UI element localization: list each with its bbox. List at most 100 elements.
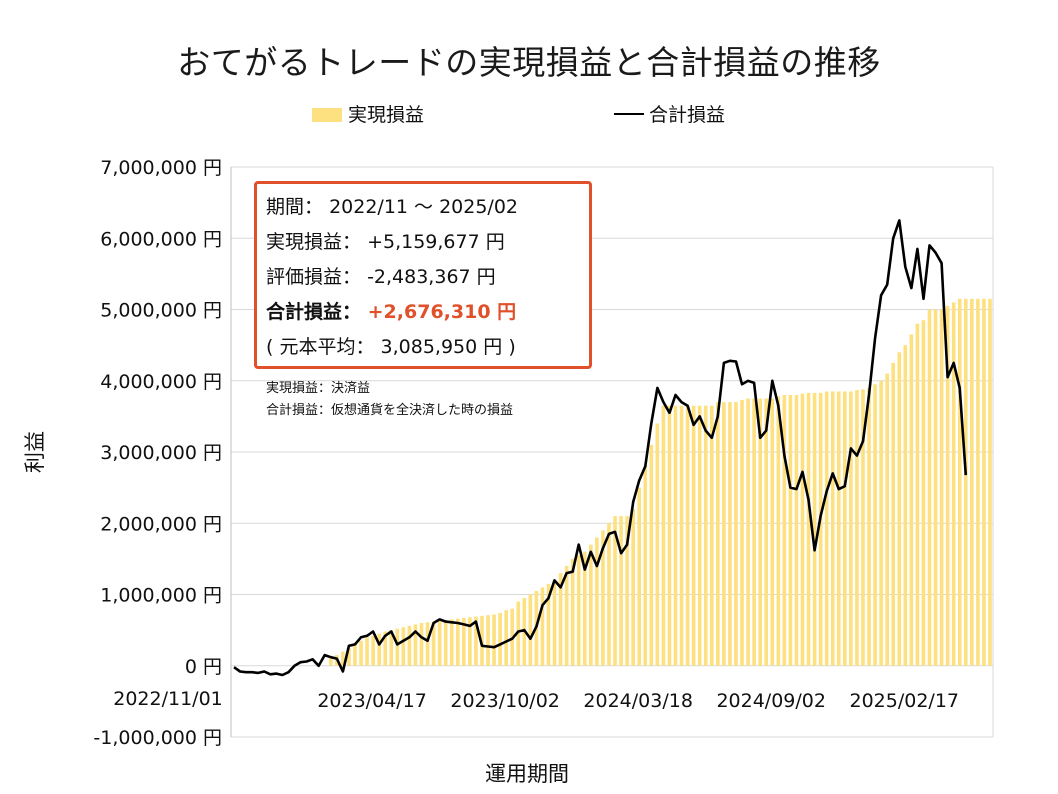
bar [752, 398, 756, 666]
bar [746, 398, 750, 666]
line-series [233, 219, 968, 677]
bar [655, 423, 660, 666]
bar [836, 391, 841, 666]
bar [903, 345, 908, 666]
bar [449, 619, 454, 666]
realized-value: +5,159,677 円 [367, 231, 505, 253]
y-tick-labels: -1,000,000 円 0 円 1,000,000 円 2,000,000 円 3,0… [93, 157, 222, 749]
y-tick-label: 2,000,000 円 [100, 513, 222, 535]
total-line [233, 219, 968, 677]
bar [782, 395, 787, 666]
bar [395, 628, 400, 666]
bar [347, 647, 351, 666]
bar [353, 644, 357, 666]
bar [963, 298, 968, 666]
bar [383, 631, 388, 666]
bar [371, 635, 375, 666]
bar [377, 633, 381, 666]
realized-row: 実現損益： +5,159,677 円 [266, 225, 589, 260]
bar [546, 583, 551, 666]
y-tick-label: 7,000,000 円 [100, 157, 222, 179]
bar [897, 352, 902, 666]
bar [691, 405, 696, 666]
bar [927, 309, 932, 666]
total-row: 合計損益： +2,676,310 円 [266, 295, 589, 330]
principal-label: 元本平均： [279, 336, 375, 358]
bar [631, 509, 635, 666]
bar [891, 362, 896, 666]
x-tick-label: 2023/04/17 [317, 690, 427, 712]
bar [764, 398, 769, 666]
y-tick-label: -1,000,000 円 [93, 727, 222, 749]
bar [341, 651, 345, 666]
legend-label-total: 合計損益 [649, 104, 725, 126]
bar [407, 625, 412, 666]
bar [328, 658, 333, 666]
bar [873, 384, 877, 666]
bar [661, 405, 666, 666]
y-tick-label: 6,000,000 円 [100, 228, 222, 250]
bar [413, 624, 418, 666]
bar [909, 334, 914, 666]
period-row: 期間： 2022/11 ～ 2025/02 [266, 190, 589, 225]
principal-row: ( 元本平均： 3,085,950 円 ) [266, 330, 589, 365]
bar [951, 302, 956, 666]
bar [498, 613, 502, 666]
bar [709, 405, 714, 666]
bar [558, 573, 563, 666]
bar [861, 389, 865, 666]
bar [722, 402, 726, 666]
bar [758, 398, 762, 666]
bar [982, 298, 986, 666]
legend-bar-swatch [312, 108, 342, 122]
bar [649, 444, 654, 666]
bar [492, 614, 496, 666]
bar-series [328, 298, 992, 666]
bar [970, 298, 974, 666]
bar [843, 391, 847, 666]
bar [528, 594, 533, 666]
y-tick-label: 1,000,000 円 [100, 585, 222, 607]
principal-close: ) [508, 336, 516, 358]
total-label: 合計損益： [266, 301, 362, 323]
bar [437, 620, 442, 666]
bar [794, 395, 799, 666]
bar [697, 405, 702, 666]
note-realized: 実現損益：決済益 [266, 381, 371, 396]
bar [625, 516, 629, 666]
bar [939, 309, 944, 666]
bar [468, 617, 472, 666]
bar [988, 298, 992, 666]
bar [915, 323, 920, 666]
bar [504, 610, 508, 666]
bar [849, 391, 853, 666]
bar [728, 402, 732, 666]
bar [716, 402, 720, 666]
note-total: 合計損益：仮想通貨を全決済した時の損益 [266, 403, 514, 418]
bar [800, 393, 805, 666]
total-value: +2,676,310 円 [367, 301, 517, 323]
bar [425, 622, 430, 666]
notes: 実現損益：決済益 合計損益：仮想通貨を全決済した時の損益 [266, 378, 513, 422]
bar [443, 620, 448, 666]
bar [595, 537, 599, 666]
bar [770, 398, 775, 666]
bar [812, 392, 817, 666]
bar [419, 623, 424, 666]
bar [607, 523, 611, 666]
bar [359, 640, 363, 666]
principal-value: 3,085,950 円 [380, 336, 503, 358]
principal-open: ( [266, 336, 274, 358]
y-tick-label: 3,000,000 円 [100, 442, 222, 464]
bar [703, 405, 708, 666]
bar [867, 387, 871, 666]
bar [365, 637, 369, 666]
y-tick-label: 5,000,000 円 [100, 300, 222, 322]
bar [673, 405, 678, 666]
x-tick-label: 2024/03/18 [583, 690, 693, 712]
bar [474, 616, 478, 666]
bar [643, 466, 648, 666]
summary-box: 期間： 2022/11 ～ 2025/02 実現損益： +5,159,677 円… [254, 181, 592, 369]
bar [806, 392, 811, 666]
